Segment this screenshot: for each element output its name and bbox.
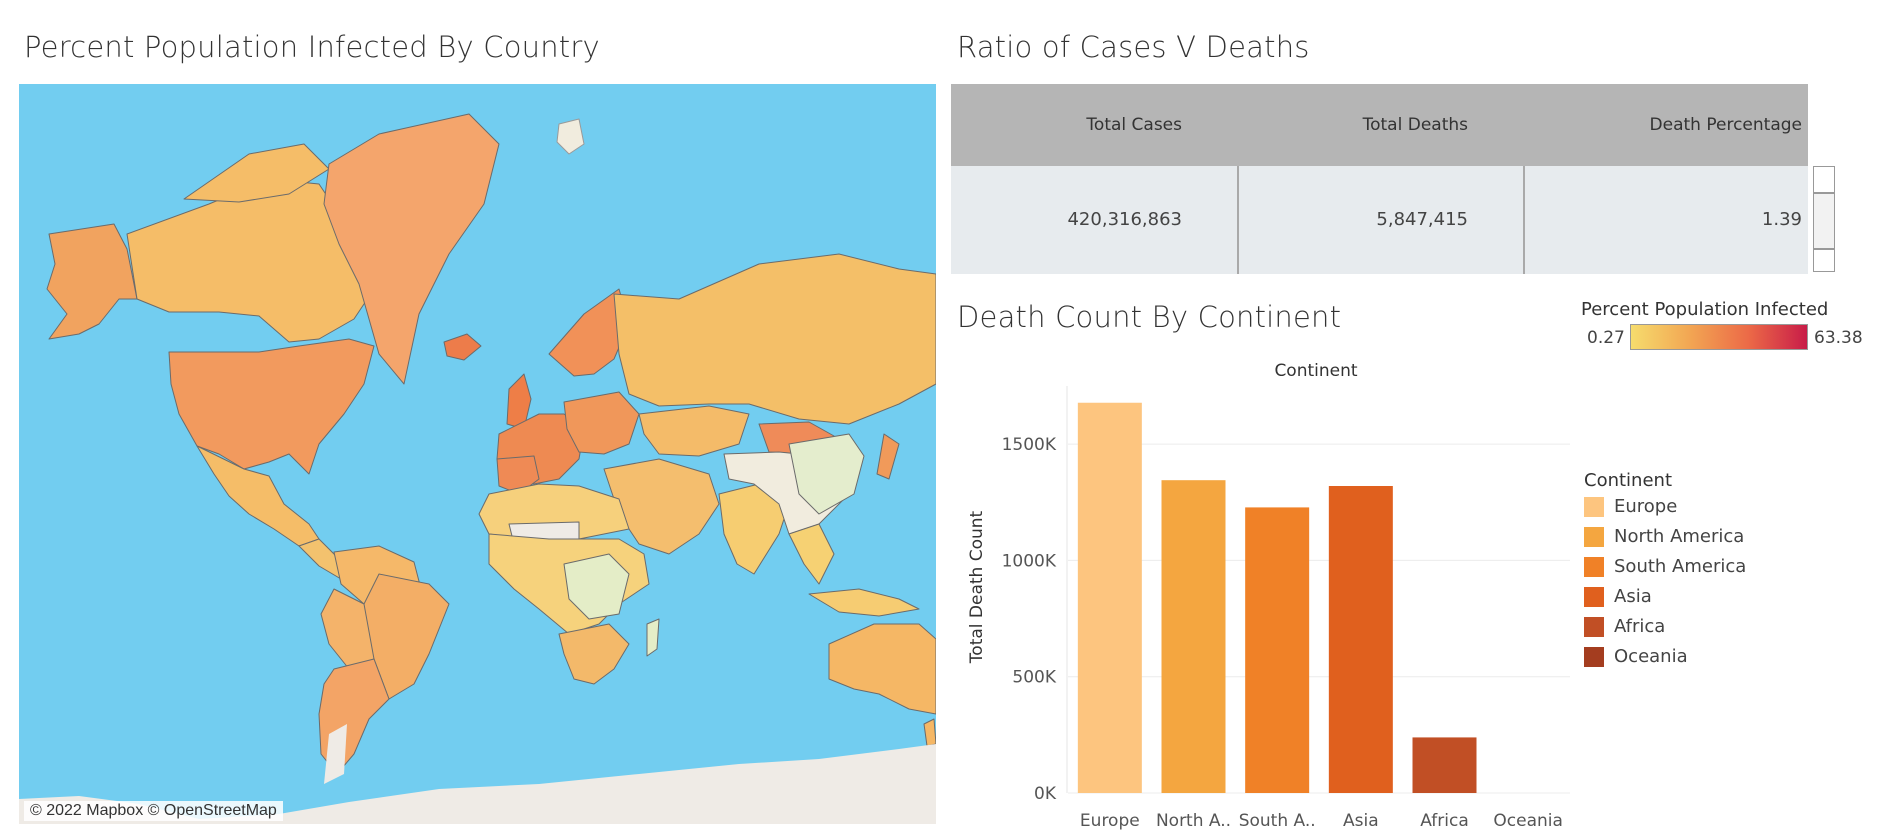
map-region-indonesia [808,588,920,617]
y-tick-label: 1000K [1002,551,1057,571]
map-region-new-zealand [923,718,936,747]
legend-swatch [1584,617,1604,637]
cell-total-deaths[interactable]: 5,847,415 [1376,209,1468,230]
legend-label: North America [1614,526,1745,547]
table-scrollbar[interactable] [1813,166,1835,272]
map-region-china-east [788,433,865,515]
table-row[interactable] [951,166,1808,274]
infection-legend-min: 0.27 [1587,328,1625,348]
table-header-row [951,84,1808,166]
map-region-madagascar [646,618,660,657]
map-region-southeast-asia [788,523,835,585]
map-region-usa [168,338,375,475]
death-count-bar-chart[interactable]: Continent Total Death Count 0K 500K 1000K 1… [950,350,1580,839]
bar-south-america[interactable] [1245,507,1310,793]
infection-color-scale[interactable] [1630,324,1808,350]
legend-swatch [1584,587,1604,607]
map-region-kazakhstan [638,405,750,457]
x-tick-label: Oceania [1493,811,1563,831]
header-total-deaths[interactable]: Total Deaths [1362,115,1468,135]
map-region-antarctica [19,744,936,824]
legend-label: South America [1614,556,1747,577]
y-tick-label: 0K [1034,784,1057,804]
map-region-svalbard [556,118,585,155]
infection-legend-max: 63.38 [1814,328,1863,348]
continent-legend-title: Continent [1584,470,1672,491]
column-divider [1237,166,1239,274]
chart-title: Continent [1274,361,1357,381]
map-region-uk [506,373,532,430]
ratio-table: Total Cases Total Deaths Death Percentag… [951,84,1808,274]
header-total-cases[interactable]: Total Cases [1086,115,1182,135]
legend-label: Oceania [1614,646,1688,667]
map-region-iceland [443,333,482,361]
bar-north-america[interactable] [1161,480,1226,793]
cell-total-cases[interactable]: 420,316,863 [1067,209,1182,230]
cell-death-percentage[interactable]: 1.39 [1761,209,1802,230]
y-axis-label: Total Death Count [967,510,987,664]
map-region-southern-africa [558,623,630,685]
scroll-down-button[interactable] [1813,249,1835,272]
map-region-russia [613,253,936,425]
map-region-antarctic-peninsula [324,724,347,784]
map-region-alaska [46,223,138,340]
map-region-greenland [323,113,500,385]
x-tick-label: North A.. [1156,811,1231,831]
bar-europe[interactable] [1077,402,1142,793]
map-region-central-africa-low [563,553,630,620]
x-tick-label: Europe [1080,811,1140,831]
infection-legend-title: Percent Population Infected [1581,299,1829,320]
bar-asia[interactable] [1328,486,1393,793]
map-canvas[interactable] [19,84,936,824]
x-tick-label: South A.. [1239,811,1316,831]
legend-swatch [1584,497,1604,517]
death-chart-title: Death Count By Continent [957,300,1342,334]
map-title: Percent Population Infected By Country [24,30,600,64]
legend-label: Asia [1614,586,1652,607]
scroll-track[interactable] [1813,193,1835,249]
map-region-japan [876,433,900,480]
legend-label: Europe [1614,496,1678,517]
legend-swatch [1584,527,1604,547]
bar-africa[interactable] [1412,737,1477,793]
legend-label: Africa [1614,616,1666,637]
header-death-percentage[interactable]: Death Percentage [1649,115,1802,135]
legend-swatch [1584,647,1604,667]
map-region-central-europe [563,391,640,455]
ratio-table-title: Ratio of Cases V Deaths [957,30,1310,64]
y-tick-label: 1500K [1002,435,1057,455]
world-map[interactable]: © 2022 Mapbox © OpenStreetMap [19,84,936,824]
column-divider [1523,166,1525,274]
legend-swatch [1584,557,1604,577]
map-attribution[interactable]: © 2022 Mapbox © OpenStreetMap [24,801,283,821]
x-tick-label: Asia [1343,811,1379,831]
map-region-australia [828,623,936,715]
scroll-up-button[interactable] [1813,166,1835,193]
x-tick-label: Africa [1420,811,1469,831]
y-tick-label: 500K [1012,668,1056,688]
